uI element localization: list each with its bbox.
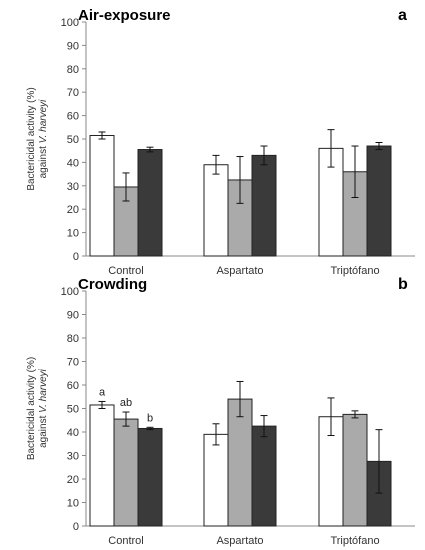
y-tick-label: 70	[67, 87, 79, 99]
panel-title: Crowding	[78, 276, 147, 293]
y-tick-label: 80	[67, 333, 79, 345]
bar	[366, 145, 392, 257]
x-category-label: Aspartato	[216, 535, 263, 547]
y-tick-label: 60	[67, 111, 79, 123]
x-category-label: Control	[108, 535, 143, 547]
y-tick-label: 10	[67, 228, 79, 240]
panel-crowding: 0 10 20 30 40 50 60 70 80 90 100 Bactericidal activ…	[26, 276, 415, 547]
panel-air-exposure: 0 10 20 30 40 50 60 70 80 90 100 Bactericidal activ…	[26, 7, 415, 277]
y-tick-label: 100	[61, 17, 79, 29]
significance-label: ab	[120, 397, 132, 409]
bar	[251, 154, 277, 257]
y-tick-label: 0	[73, 251, 79, 263]
y-tick-label: 40	[67, 157, 79, 169]
y-tick-label: 90	[67, 310, 79, 322]
significance-label: a	[99, 386, 106, 398]
y-axis-title-species: V. harveyi	[38, 368, 49, 412]
y-tick-label: 100	[61, 286, 79, 298]
y-tick-label: 20	[67, 474, 79, 486]
y-tick-label: 20	[67, 204, 79, 216]
y-tick-label: 80	[67, 64, 79, 76]
bar	[89, 134, 115, 257]
panel-letter: a	[398, 7, 407, 24]
y-axis-title-line2: against V. harveyi	[38, 99, 49, 179]
y-axis-title: Bactericidal activity (%)	[26, 87, 37, 190]
bar	[137, 427, 163, 527]
significance-label: b	[147, 412, 153, 424]
y-axis-title: Bactericidal activity (%)	[26, 357, 37, 460]
bar	[203, 164, 229, 257]
bar	[342, 413, 368, 527]
y-tick-label: 30	[67, 181, 79, 193]
y-tick-label: 60	[67, 380, 79, 392]
x-category-label: Triptófano	[330, 535, 379, 547]
y-tick-label: 70	[67, 357, 79, 369]
bar	[251, 425, 277, 527]
bar	[113, 418, 139, 527]
y-tick-label: 0	[73, 521, 79, 533]
y-tick-label: 90	[67, 40, 79, 52]
y-tick-label: 50	[67, 134, 79, 146]
y-tick-label: 30	[67, 451, 79, 463]
bar	[113, 186, 139, 257]
bar	[203, 433, 229, 527]
bar	[137, 149, 163, 257]
panel-letter: b	[398, 276, 408, 293]
panel-title: Air-exposure	[78, 7, 171, 24]
bar	[89, 404, 115, 527]
y-axis-title-prefix: against	[38, 413, 49, 448]
y-axis-title-line2: against V. harveyi	[38, 368, 49, 448]
y-tick-label: 10	[67, 498, 79, 510]
x-category-label: Aspartato	[216, 265, 263, 277]
y-axis-title-prefix: against	[38, 143, 49, 178]
x-category-label: Triptófano	[330, 265, 379, 277]
y-tick-label: 50	[67, 404, 79, 416]
y-tick-label: 40	[67, 427, 79, 439]
y-axis-title-species: V. harveyi	[38, 99, 49, 143]
x-category-label: Control	[108, 265, 143, 277]
bar	[227, 398, 253, 527]
